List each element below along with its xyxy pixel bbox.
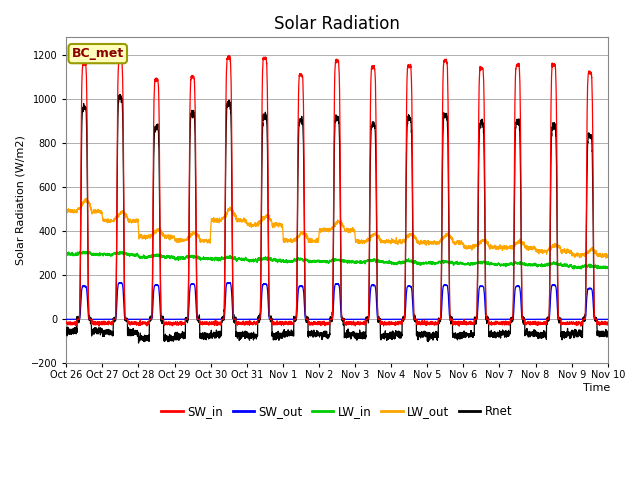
SW_in [490,321,497,326]
LW_in [604,264,611,270]
Y-axis label: Solar Radiation (W/m2): Solar Radiation (W/m2) [15,135,25,265]
LW_in [79,248,87,254]
SW_in [459,321,467,327]
Rnet [604,333,612,339]
Line: SW_in: SW_in [66,56,608,326]
LW_in [489,261,497,266]
SW_in [159,316,167,322]
LW_out [602,255,610,261]
Rnet [490,330,497,336]
SW_out [62,316,70,322]
SW_out [458,316,466,322]
SW_in [317,321,324,326]
LW_out [604,253,612,259]
SW_in [456,323,463,329]
LW_in [62,251,70,257]
LW_out [160,231,168,237]
SW_in [604,322,612,328]
SW_in [62,320,70,326]
Line: Rnet: Rnet [66,95,608,343]
LW_in [317,258,324,264]
LW_out [429,240,436,246]
Rnet [604,328,611,334]
Rnet [62,330,70,336]
X-axis label: Time: Time [583,383,611,393]
LW_out [62,208,70,214]
Rnet [116,92,124,97]
Line: LW_in: LW_in [66,251,608,269]
SW_out [489,316,497,322]
Rnet [429,331,436,336]
SW_out [317,316,324,322]
LW_in [577,266,585,272]
Line: LW_out: LW_out [66,199,608,258]
LW_in [458,261,466,267]
SW_in [604,322,611,327]
Rnet [135,340,143,346]
LW_in [604,265,612,271]
SW_in [225,53,233,59]
LW_in [160,254,168,260]
LW_out [82,196,90,202]
Rnet [317,332,324,338]
LW_in [429,261,436,266]
Text: BC_met: BC_met [72,47,124,60]
LW_out [604,253,611,259]
SW_in [429,319,436,325]
Title: Solar Radiation: Solar Radiation [274,15,400,33]
LW_out [317,228,324,234]
Line: SW_out: SW_out [66,283,608,319]
Legend: SW_in, SW_out, LW_in, LW_out, Rnet: SW_in, SW_out, LW_in, LW_out, Rnet [157,400,517,423]
SW_out [604,316,612,322]
SW_out [604,316,611,322]
Rnet [160,338,168,344]
LW_out [489,245,497,251]
SW_out [159,316,167,322]
SW_out [226,280,234,286]
LW_out [458,240,466,246]
Rnet [459,334,467,339]
SW_out [429,316,436,322]
